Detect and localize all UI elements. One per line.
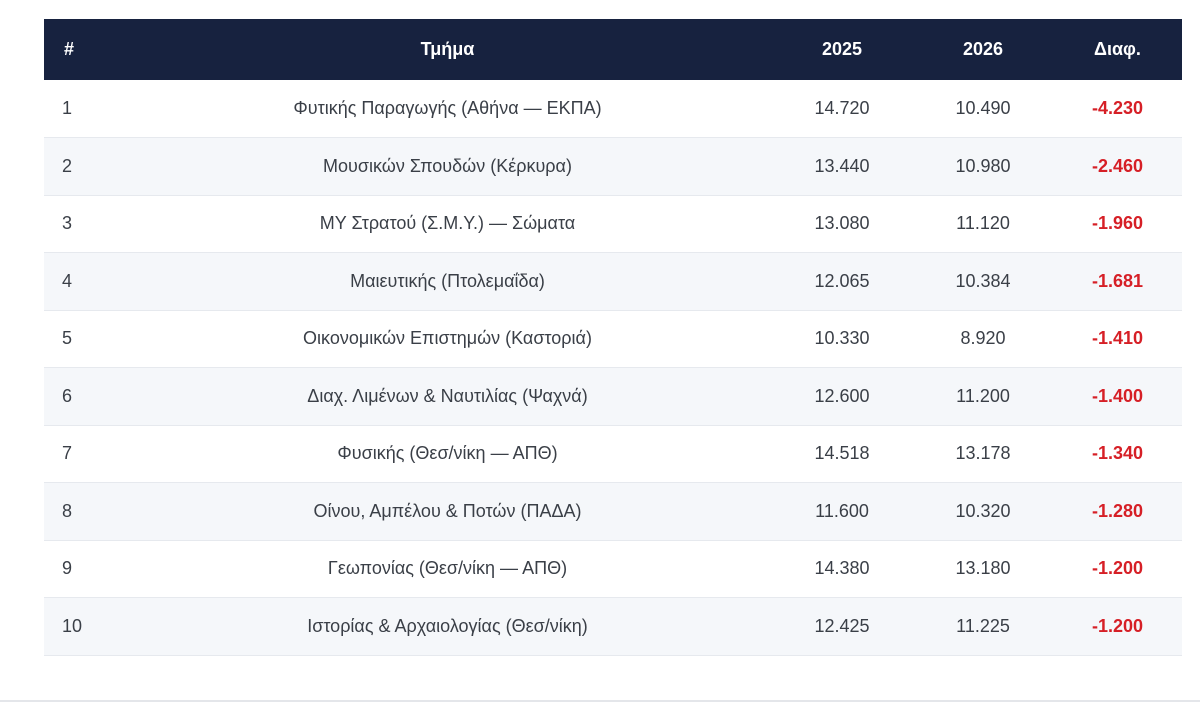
cell-difference: -1.400 [1091,385,1144,406]
table-row: 2 Μουσικών Σπουδών (Κέρκυρα) 13.440 10.9… [44,137,1182,195]
ranking-table: # Τμήμα 2025 2026 Διαφ. 1 Φυτικής Παραγω… [44,19,1182,656]
cell-number: 6 [62,385,73,406]
cell-difference: -1.200 [1091,558,1144,579]
cell-difference: -2.460 [1091,155,1144,176]
cell-2026: 13.180 [955,558,1011,579]
cell-department: Ιστορίας & Αρχαιολογίας (Θεσ/νίκη) [307,615,588,636]
cell-2026: 10.320 [955,500,1011,521]
cell-department: Μαιευτικής (Πτολεμαΐδα) [350,270,545,291]
cell-2025: 14.380 [814,558,870,579]
cell-difference: -1.960 [1091,213,1144,234]
cell-number: 2 [62,155,73,176]
cell-department: Γεωπονίας (Θεσ/νίκη — ΑΠΘ) [327,558,568,579]
cell-number: 7 [62,443,73,464]
table-header-row: # Τμήμα 2025 2026 Διαφ. [44,19,1182,80]
cell-number: 5 [62,328,73,349]
cell-difference: -4.230 [1091,98,1144,118]
cell-2026: 11.200 [956,385,1010,406]
cell-number: 4 [62,270,73,291]
table-row: 5 Οικονομικών Επιστημών (Καστοριά) 10.33… [44,310,1182,368]
table-row: 4 Μαιευτικής (Πτολεμαΐδα) 12.065 10.384 … [44,252,1182,310]
cell-2026: 8.920 [960,328,1006,349]
cell-department: Φυτικής Παραγωγής (Αθήνα — ΕΚΠΑ) [293,98,602,118]
cell-2025: 13.440 [814,155,870,176]
table-row: 6 Διαχ. Λιμένων & Ναυτιλίας (Ψαχνά) 12.6… [44,367,1182,425]
bottom-divider [0,700,1200,702]
cell-difference: -1.681 [1091,270,1144,291]
cell-department: Οίνου, Αμπέλου & Ποτών (ΠΑΔΑ) [313,500,582,521]
cell-department: Μουσικών Σπουδών (Κέρκυρα) [323,155,572,176]
cell-department: Φυσικής (Θεσ/νίκη — ΑΠΘ) [337,443,558,464]
cell-difference: -1.280 [1091,500,1144,521]
table-row: 8 Οίνου, Αμπέλου & Ποτών (ΠΑΔΑ) 11.600 1… [44,482,1182,540]
table-row: 10 Ιστορίας & Αρχαιολογίας (Θεσ/νίκη) 12… [44,597,1182,655]
table-row: 9 Γεωπονίας (Θεσ/νίκη — ΑΠΘ) 14.380 13.1… [44,540,1182,598]
cell-2026: 11.225 [956,615,1010,636]
cell-2025: 14.720 [814,98,870,118]
cell-2025: 12.425 [814,615,870,636]
cell-difference: -1.340 [1091,443,1144,464]
cell-number: 10 [62,615,83,636]
table-row: 7 Φυσικής (Θεσ/νίκη — ΑΠΘ) 14.518 13.178… [44,425,1182,483]
cell-2026: 11.120 [956,213,1010,234]
cell-number: 3 [62,213,73,234]
cell-number: 9 [62,558,73,579]
cell-2025: 12.065 [814,270,870,291]
cell-2025: 12.600 [814,385,870,406]
header-2026: 2026 [962,39,1004,59]
cell-difference: -1.200 [1091,615,1144,636]
cell-2026: 10.384 [955,270,1011,291]
cell-2025: 14.518 [814,443,870,464]
cell-difference: -1.410 [1091,328,1144,349]
cell-2026: 10.490 [955,98,1011,118]
table-row: 1 Φυτικής Παραγωγής (Αθήνα — ΕΚΠΑ) 14.72… [44,80,1182,138]
cell-2026: 13.178 [955,443,1011,464]
cell-number: 1 [62,98,73,118]
header-department: Τμήμα [420,39,475,59]
cell-2026: 10.980 [955,155,1011,176]
cell-2025: 13.080 [814,213,870,234]
cell-department: Διαχ. Λιμένων & Ναυτιλίας (Ψαχνά) [307,385,588,406]
cell-department: ΜΥ Στρατού (Σ.Μ.Υ.) — Σώματα [319,213,576,234]
header-number: # [64,39,75,59]
cell-number: 8 [62,500,73,521]
header-2025: 2025 [821,39,863,59]
table-row: 3 ΜΥ Στρατού (Σ.Μ.Υ.) — Σώματα 13.080 11… [44,195,1182,253]
header-difference: Διαφ. [1094,39,1141,59]
table-body: 1 Φυτικής Παραγωγής (Αθήνα — ΕΚΠΑ) 14.72… [44,80,1182,655]
cell-2025: 10.330 [814,328,870,349]
ranking-table-container: # Τμήμα 2025 2026 Διαφ. 1 Φυτικής Παραγω… [44,19,1182,656]
cell-department: Οικονομικών Επιστημών (Καστοριά) [303,328,592,349]
cell-2025: 11.600 [815,500,869,521]
